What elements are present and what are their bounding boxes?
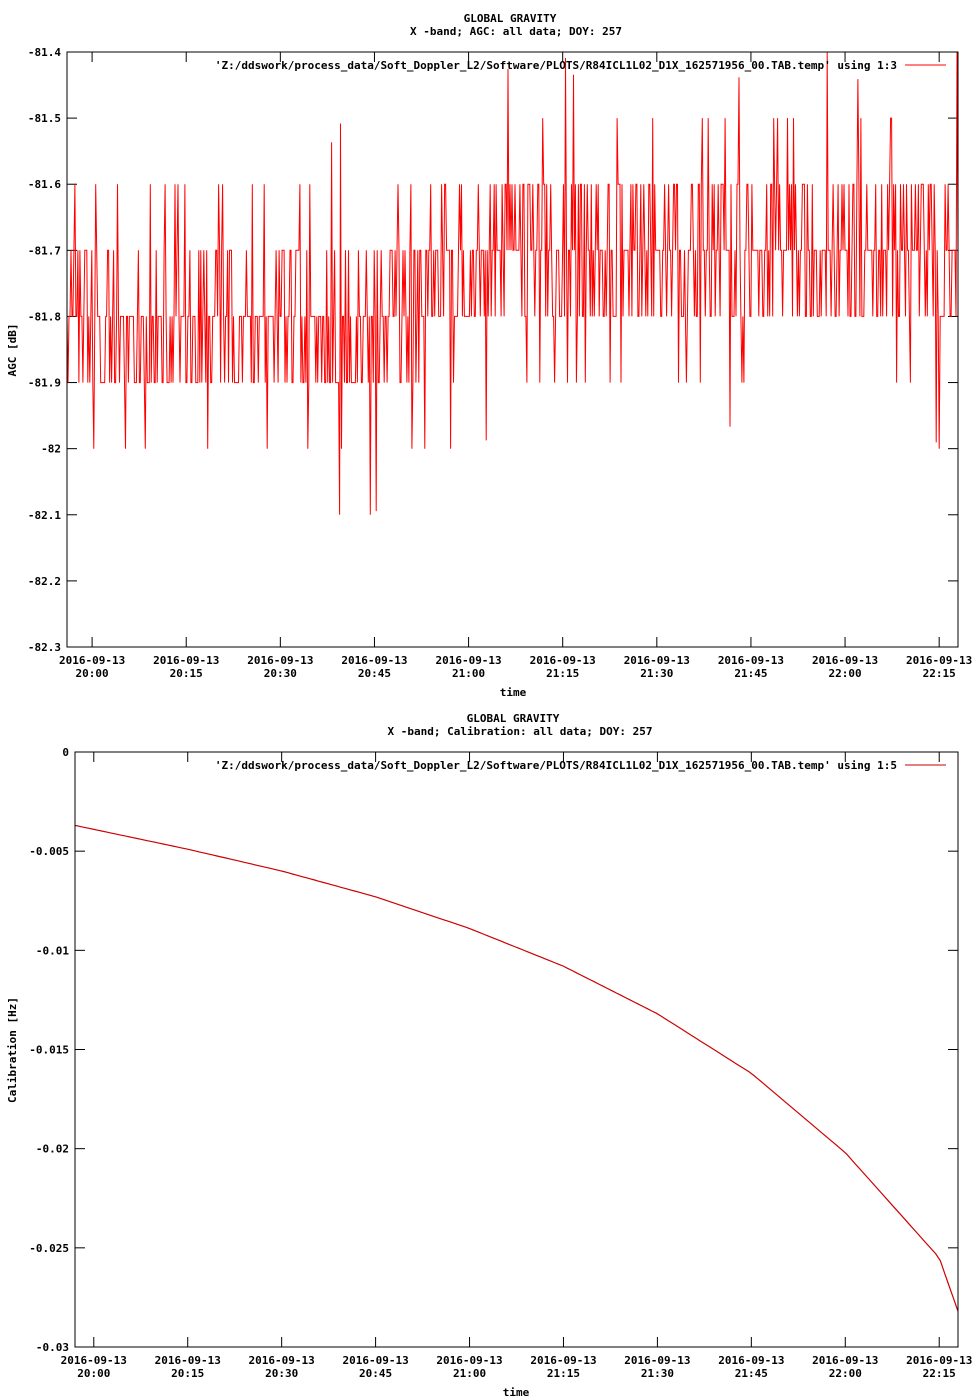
agc-y-tick-label: -82.1 xyxy=(28,509,61,522)
calibration-x-tick-date: 2016-09-13 xyxy=(249,1354,315,1367)
agc-y-tick-label: -81.7 xyxy=(28,244,61,257)
calibration-x-tick-time: 20:15 xyxy=(171,1367,204,1380)
agc-x-tick-date: 2016-09-13 xyxy=(812,654,878,667)
agc-x-tick-time: 21:30 xyxy=(640,667,673,680)
agc-series-line xyxy=(66,51,959,515)
agc-x-tick-time: 21:45 xyxy=(734,667,767,680)
agc-x-axis-label: time xyxy=(500,686,527,699)
calibration-x-tick-time: 20:30 xyxy=(265,1367,298,1380)
agc-x-tick-time: 21:15 xyxy=(546,667,579,680)
calibration-y-tick-label: -0.01 xyxy=(36,944,69,957)
agc-x-tick-date: 2016-09-13 xyxy=(341,654,407,667)
calibration-x-tick-time: 21:30 xyxy=(641,1367,674,1380)
calibration-x-axis-label: time xyxy=(503,1386,530,1399)
agc-x-ticks: 2016-09-1320:002016-09-1320:152016-09-13… xyxy=(59,52,972,680)
calibration-x-tick-date: 2016-09-13 xyxy=(624,1354,690,1367)
agc-title: GLOBAL GRAVITY xyxy=(464,12,557,25)
calibration-x-tick-date: 2016-09-13 xyxy=(61,1354,127,1367)
agc-x-tick-time: 20:15 xyxy=(170,667,203,680)
agc-x-tick-time: 21:00 xyxy=(452,667,485,680)
calibration-x-tick-time: 20:45 xyxy=(359,1367,392,1380)
agc-x-tick-time: 20:00 xyxy=(76,667,109,680)
agc-y-tick-label: -81.9 xyxy=(28,377,61,390)
agc-y-axis-label: AGC [dB] xyxy=(6,324,19,377)
agc-panel: GLOBAL GRAVITY X -band; AGC: all data; D… xyxy=(6,12,972,699)
agc-subtitle: X -band; AGC: all data; DOY: 257 xyxy=(410,25,622,38)
calibration-x-ticks: 2016-09-1320:002016-09-1320:152016-09-13… xyxy=(61,752,972,1380)
agc-y-tick-label: -81.8 xyxy=(28,310,61,323)
agc-x-tick-date: 2016-09-13 xyxy=(435,654,501,667)
calibration-x-tick-date: 2016-09-13 xyxy=(436,1354,502,1367)
calibration-plot-area xyxy=(74,824,959,1312)
agc-x-tick-time: 22:00 xyxy=(828,667,861,680)
agc-x-tick-date: 2016-09-13 xyxy=(59,654,125,667)
calibration-plot-frame xyxy=(74,751,959,1348)
calibration-x-tick-date: 2016-09-13 xyxy=(812,1354,878,1367)
calibration-x-tick-time: 21:00 xyxy=(453,1367,486,1380)
calibration-x-tick-date: 2016-09-13 xyxy=(155,1354,221,1367)
calibration-y-tick-label: 0 xyxy=(62,746,69,759)
calibration-legend: 'Z:/ddswork/process_data/Soft_Doppler_L2… xyxy=(215,759,946,772)
calibration-y-tick-label: -0.005 xyxy=(29,845,69,858)
agc-plot-area xyxy=(66,51,959,515)
calibration-x-tick-time: 22:15 xyxy=(923,1367,956,1380)
calibration-x-tick-time: 21:45 xyxy=(735,1367,768,1380)
calibration-y-ticks: 0 -0.005 -0.01 -0.015 -0.02 -0.025 -0.03 xyxy=(29,746,958,1354)
calibration-y-tick-label: -0.02 xyxy=(36,1143,69,1156)
agc-y-tick-label: -81.5 xyxy=(28,112,61,125)
agc-x-tick-date: 2016-09-13 xyxy=(153,654,219,667)
agc-x-tick-date: 2016-09-13 xyxy=(624,654,690,667)
agc-x-tick-time: 20:30 xyxy=(264,667,297,680)
calibration-x-tick-time: 21:15 xyxy=(547,1367,580,1380)
agc-y-tick-label: -82.2 xyxy=(28,575,61,588)
calibration-x-tick-time: 20:00 xyxy=(77,1367,110,1380)
agc-y-tick-label: -81.6 xyxy=(28,178,61,191)
calibration-title: GLOBAL GRAVITY xyxy=(467,712,560,725)
agc-x-tick-time: 22:15 xyxy=(923,667,956,680)
agc-y-tick-label: -82 xyxy=(41,443,61,456)
calibration-x-tick-date: 2016-09-13 xyxy=(906,1354,972,1367)
calibration-x-tick-date: 2016-09-13 xyxy=(530,1354,596,1367)
agc-x-tick-date: 2016-09-13 xyxy=(906,654,972,667)
calibration-x-tick-date: 2016-09-13 xyxy=(718,1354,784,1367)
calibration-y-axis-label: Calibration [Hz] xyxy=(6,997,19,1103)
agc-plot-frame xyxy=(66,51,959,648)
agc-x-tick-date: 2016-09-13 xyxy=(247,654,313,667)
calibration-x-tick-date: 2016-09-13 xyxy=(342,1354,408,1367)
calibration-legend-label: 'Z:/ddswork/process_data/Soft_Doppler_L2… xyxy=(215,759,897,772)
agc-x-tick-date: 2016-09-13 xyxy=(530,654,596,667)
calibration-panel: GLOBAL GRAVITY X -band; Calibration: all… xyxy=(6,712,972,1399)
calibration-y-tick-label: -0.015 xyxy=(29,1044,69,1057)
agc-y-ticks: -81.4 -81.5 -81.6 -81.7 -81.8 -81.9 -82 -82.1 -8… xyxy=(28,46,958,654)
agc-x-tick-date: 2016-09-13 xyxy=(718,654,784,667)
agc-legend-label: 'Z:/ddswork/process_data/Soft_Doppler_L2… xyxy=(215,59,897,72)
calibration-series-line xyxy=(74,824,959,1312)
agc-y-tick-label: -82.3 xyxy=(28,641,61,654)
calibration-x-tick-time: 22:00 xyxy=(829,1367,862,1380)
agc-legend: 'Z:/ddswork/process_data/Soft_Doppler_L2… xyxy=(215,59,946,72)
calibration-y-tick-label: -0.03 xyxy=(36,1341,69,1354)
agc-y-tick-label: -81.4 xyxy=(28,46,61,59)
agc-x-tick-time: 20:45 xyxy=(358,667,391,680)
calibration-y-tick-label: -0.025 xyxy=(29,1242,69,1255)
calibration-subtitle: X -band; Calibration: all data; DOY: 257 xyxy=(388,725,653,738)
